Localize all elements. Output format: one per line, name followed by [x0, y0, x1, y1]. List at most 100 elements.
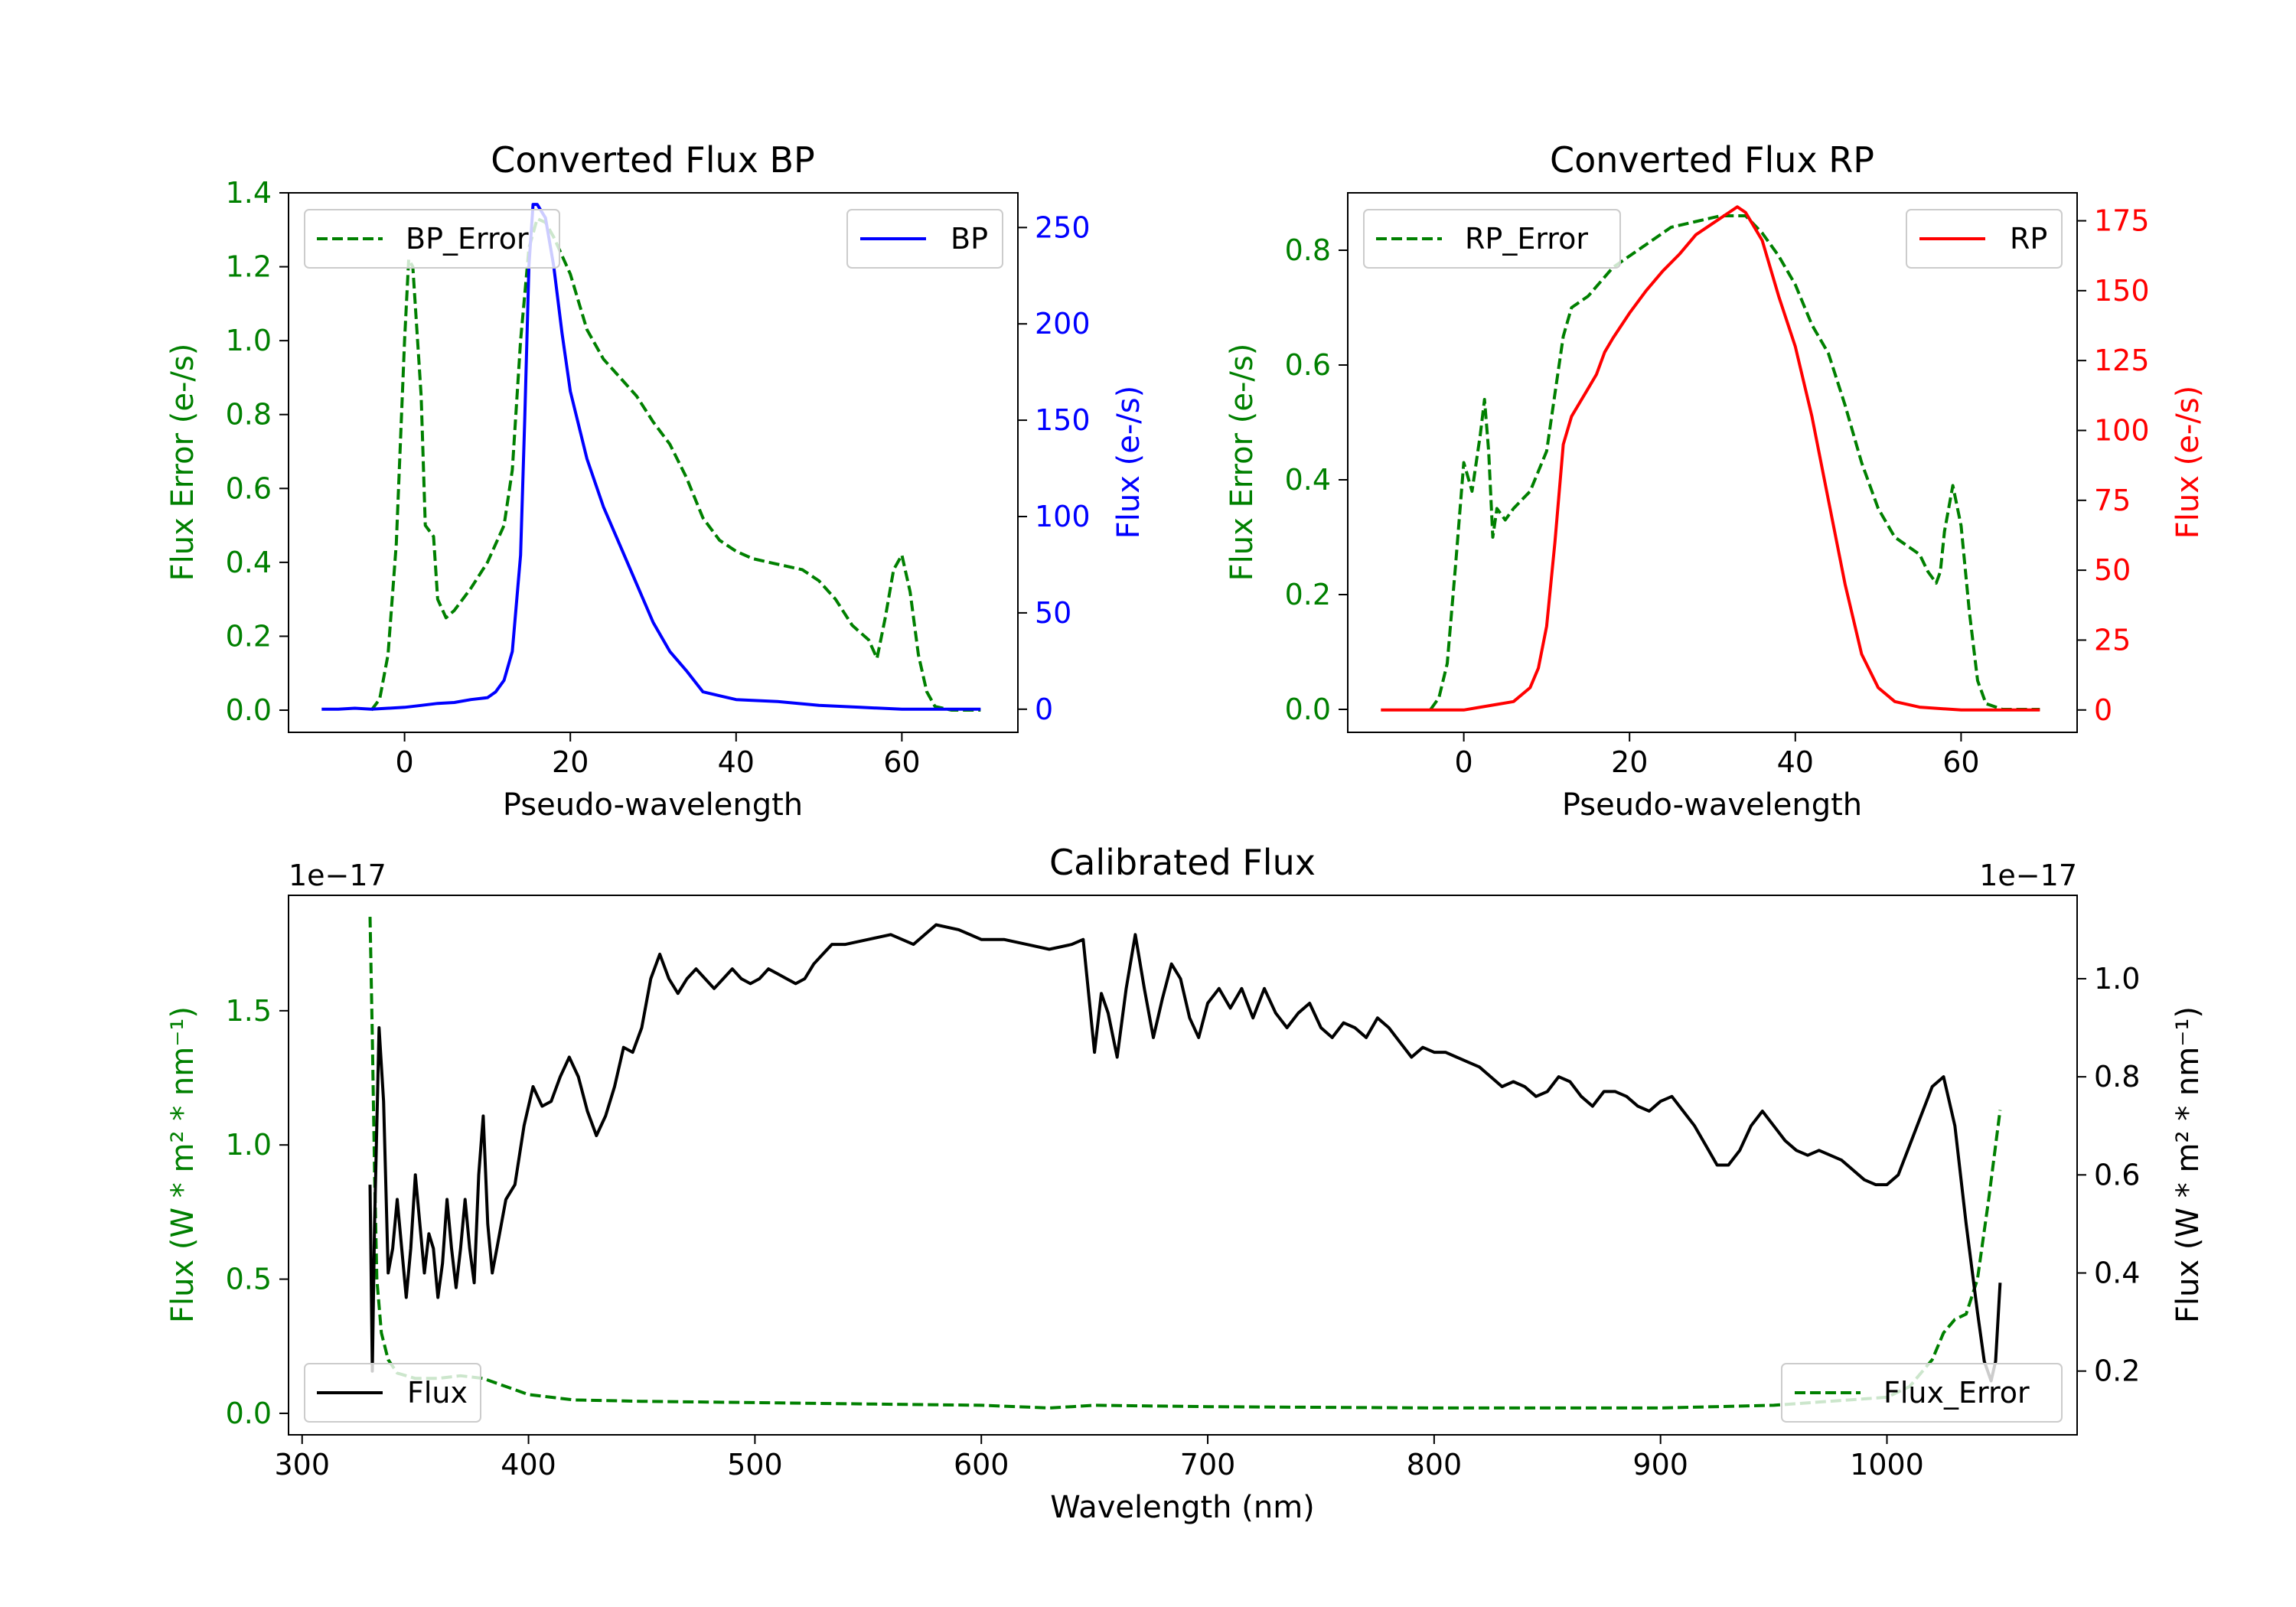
rp-left-y-tick-label: 0.6 — [1285, 348, 1331, 382]
bp-right-y-tick-label: 250 — [1035, 210, 1091, 244]
bp-bp-error-line — [370, 217, 981, 712]
calibrated-right-y-tick-label: 0.2 — [2094, 1354, 2140, 1388]
calibrated-right-y-axis-label: Flux (W * m² * nm⁻¹) — [2170, 1006, 2206, 1323]
bp-left-y-axis: 0.0 0.2 0.4 0.6 0.8 1.0 1.2 1.4 — [226, 176, 289, 727]
rp-left-y-tick-label: 0.4 — [1285, 463, 1331, 497]
rp-left-y-tick-label: 0.2 — [1285, 578, 1331, 611]
calibrated-right-y-tick-label: 0.8 — [2094, 1060, 2140, 1094]
rp-right-y-tick-label: 150 — [2094, 274, 2150, 308]
bp-left-y-tick-label: 0.4 — [226, 546, 272, 579]
bp-left-y-tick-label: 1.0 — [226, 324, 272, 357]
bp-legend-flux-label: BP — [951, 222, 988, 256]
bp-x-tick-label: 0 — [396, 745, 414, 779]
bp-left-y-axis-label: Flux Error (e-/s) — [165, 344, 201, 582]
bp-x-tick-label: 40 — [718, 745, 755, 779]
bp-left-y-tick-label: 0.6 — [226, 471, 272, 505]
calibrated-legend-error-box — [1781, 1363, 2063, 1423]
rp-right-y-tick-label: 75 — [2094, 484, 2131, 517]
calibrated-x-tick-label: 300 — [274, 1448, 330, 1482]
bp-x-tick-label: 20 — [552, 745, 589, 779]
rp-right-y-axis: 0 25 50 75 100 125 150 175 — [2077, 204, 2150, 727]
calibrated-legend-flux-box — [304, 1363, 481, 1423]
rp-left-y-tick-label: 0.0 — [1285, 693, 1331, 726]
bp-right-y-tick-label: 0 — [1035, 693, 1053, 726]
bp-legend-flux: BP — [846, 209, 1003, 269]
bp-title: Converted Flux BP — [491, 139, 815, 181]
rp-x-axis-label: Pseudo-wavelength — [1562, 787, 1862, 823]
calibrated-right-y-axis: 0.2 0.4 0.6 0.8 1.0 — [2077, 962, 2140, 1388]
rp-panel: Converted Flux RP 0 20 40 60 0.00.20.40.60.… — [1225, 139, 2206, 823]
bp-legend-error: BP_Error — [304, 209, 560, 269]
calibrated-left-y-tick-label: 1.5 — [226, 994, 272, 1028]
calibrated-left-y-tick-label: 0.0 — [226, 1397, 272, 1430]
calibrated-x-tick-label: 700 — [1180, 1448, 1236, 1482]
calibrated-x-tick-label: 900 — [1632, 1448, 1688, 1482]
rp-right-y-axis-label: Flux (e-/s) — [2170, 386, 2206, 539]
calibrated-x-tick-label: 500 — [727, 1448, 783, 1482]
calibrated-x-tick-label: 1000 — [1850, 1448, 1924, 1482]
bp-left-y-tick-label: 1.2 — [226, 250, 272, 284]
rp-right-y-tick-label: 50 — [2094, 553, 2131, 587]
calibrated-right-y-tick-label: 1.0 — [2094, 962, 2140, 996]
rp-legend-error: RP_Error — [1363, 209, 1621, 269]
rp-legend-flux: RP — [1906, 209, 2063, 269]
calibrated-x-tick-label: 600 — [954, 1448, 1009, 1482]
rp-rp-line — [1381, 205, 2040, 712]
rp-right-y-tick-label: 100 — [2094, 413, 2150, 447]
bp-right-y-axis-label: Flux (e-/s) — [1111, 386, 1146, 539]
calibrated-right-offset-label: 1e−17 — [1979, 859, 2077, 892]
calibrated-left-y-tick-label: 1.0 — [226, 1128, 272, 1162]
calibrated-x-axis-label: Wavelength (nm) — [1050, 1490, 1315, 1525]
rp-legend-flux-label: RP — [2010, 222, 2047, 256]
calibrated-legend-error-label: Flux_Error — [1883, 1376, 2030, 1410]
rp-left-y-axis-label: Flux Error (e-/s) — [1225, 344, 1260, 582]
rp-x-tick-label: 40 — [1777, 745, 1814, 779]
calibrated-flux-error-line — [368, 917, 2002, 1410]
bp-x-axis: 0 20 40 60 — [396, 732, 921, 779]
calibrated-left-offset-label: 1e−17 — [289, 859, 386, 892]
rp-rp-error-line — [1429, 214, 2040, 711]
calibrated-left-y-axis: 0.0 0.5 1.0 1.5 — [226, 994, 289, 1430]
calibrated-right-y-tick-label: 0.6 — [2094, 1158, 2140, 1191]
calibrated-x-axis: 300 400 500 600 700 800 900 1000 — [274, 1435, 1924, 1482]
rp-title: Converted Flux RP — [1550, 139, 1874, 181]
calibrated-x-tick-label: 800 — [1407, 1448, 1463, 1482]
bp-right-y-tick-label: 50 — [1035, 596, 1071, 630]
bp-axes-frame — [288, 192, 1019, 733]
calibrated-x-tick-label: 400 — [501, 1448, 556, 1482]
bp-right-y-tick-label: 150 — [1035, 403, 1091, 437]
rp-axes-frame — [1347, 192, 2078, 733]
bp-right-y-tick-label: 100 — [1035, 500, 1091, 533]
bp-right-y-tick-label: 200 — [1035, 307, 1091, 341]
rp-right-y-tick-label: 25 — [2094, 623, 2131, 657]
calibrated-legend-error: Flux_Error — [1781, 1363, 2063, 1423]
bp-legend-error-box — [304, 209, 560, 269]
bp-left-y-tick-label: 1.4 — [226, 176, 272, 210]
rp-right-y-tick-label: 125 — [2094, 344, 2150, 377]
rp-plot-area — [1381, 205, 2040, 712]
rp-right-y-tick-label: 175 — [2094, 204, 2150, 238]
bp-plot-area — [321, 203, 981, 712]
bp-x-tick-label: 60 — [883, 745, 920, 779]
bp-left-y-tick-label: 0.0 — [226, 693, 272, 727]
bp-right-y-axis: 0 50 100 150 200 250 — [1018, 210, 1091, 726]
rp-x-tick-label: 0 — [1455, 745, 1473, 779]
calibrated-flux-line — [368, 923, 2002, 1383]
calibrated-left-y-axis-label: Flux (W * m² * nm⁻¹) — [165, 1006, 201, 1323]
rp-left-y-axis: 0.0 0.2 0.4 0.6 0.8 — [1285, 233, 1348, 726]
calibrated-axes-frame — [288, 895, 2078, 1436]
rp-x-axis: 0 20 40 60 — [1455, 732, 1980, 779]
calibrated-legend-flux-label: Flux — [407, 1376, 468, 1410]
rp-x-tick-label: 60 — [1942, 745, 1979, 779]
rp-legend-error-label: RP_Error — [1465, 222, 1588, 256]
rp-right-y-tick-label: 0 — [2094, 693, 2112, 727]
calibrated-legend-flux: Flux — [304, 1363, 481, 1423]
rp-legend-error-box — [1363, 209, 1621, 269]
calibrated-right-y-tick-label: 0.4 — [2094, 1257, 2140, 1290]
rp-left-y-tick-label: 0.8 — [1285, 233, 1331, 267]
bp-panel: Converted Flux BP 0 20 40 60 0.00.20.40.60.… — [165, 139, 1146, 823]
rp-x-tick-label: 20 — [1611, 745, 1648, 779]
bp-legend-error-label: BP_Error — [406, 222, 529, 256]
calibrated-left-y-tick-label: 0.5 — [226, 1263, 272, 1296]
